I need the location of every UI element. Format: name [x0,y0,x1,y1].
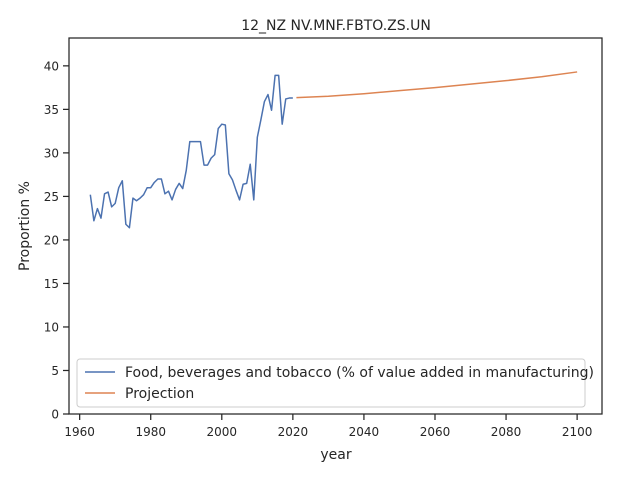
plot-frame [68,37,603,415]
y-tick-label: 10 [44,320,59,334]
y-tick-label: 5 [51,364,59,378]
x-tick-label: 1960 [64,425,95,439]
y-axis-label: Proportion % [17,181,33,271]
y-tick-label: 20 [44,233,59,247]
y-tick-label: 35 [44,103,59,117]
x-tick-label: 2000 [207,425,238,439]
x-tick-label: 2100 [562,425,593,439]
y-tick-label: 25 [44,190,59,204]
x-tick-label: 2060 [420,425,451,439]
x-tick-label: 1980 [135,425,166,439]
series-line-2 [296,71,578,99]
y-tick-label: 15 [44,277,59,291]
y-tick-label: 30 [44,146,59,160]
y-tick-label: 40 [44,59,59,73]
y-tick-label: 0 [51,408,59,422]
x-tick-label: 2080 [491,425,522,439]
legend-label-2: Projection [125,386,194,402]
legend-label-1: Food, beverages and tobacco (% of value … [125,365,594,381]
x-tick-label: 2040 [349,425,380,439]
x-axis-label: year [320,447,351,463]
x-tick-label: 2020 [278,425,309,439]
series-line-1 [89,74,293,229]
plot-area: 1960 1980 2000 2020 2040 2060 2080 210005101520… [44,37,603,439]
chart-title: 12_NZ NV.MNF.FBTO.ZS.UN [241,18,431,34]
legend-box [76,358,586,408]
